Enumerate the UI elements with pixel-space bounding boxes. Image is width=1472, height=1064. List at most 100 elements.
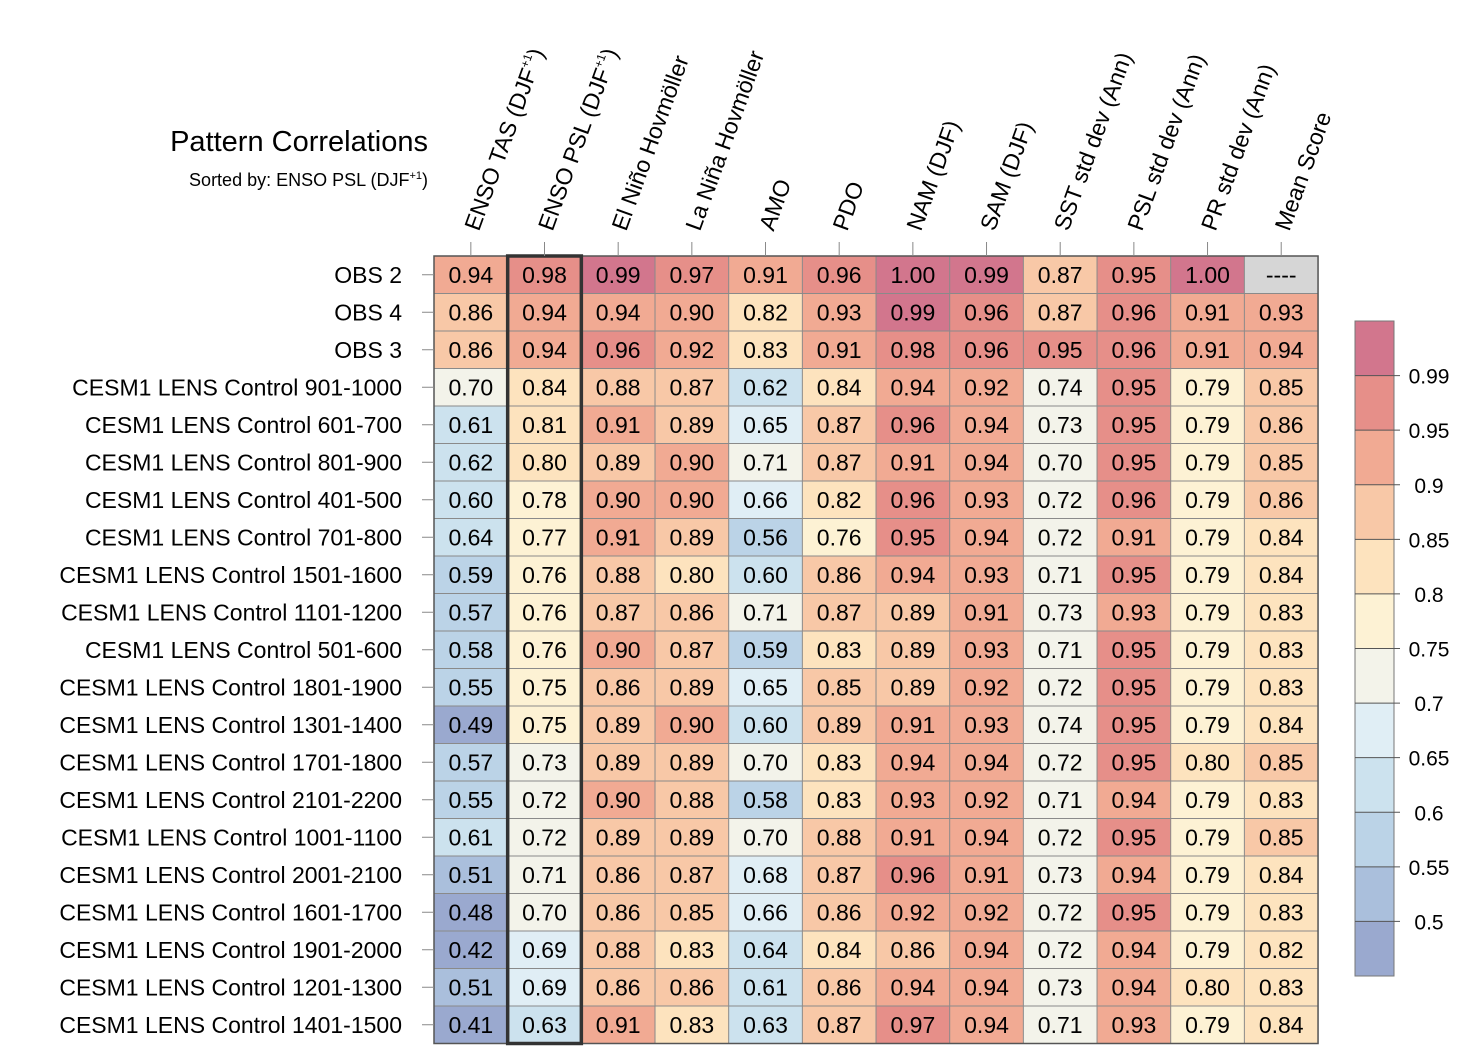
cell-value: 0.72 xyxy=(1038,674,1083,700)
cell-value: 0.65 xyxy=(743,674,788,700)
cell-value: 0.56 xyxy=(743,524,788,550)
cell-value: 0.95 xyxy=(1111,374,1156,400)
heatmap-cell xyxy=(507,931,582,969)
heatmap-cell xyxy=(507,706,582,744)
heatmap-cell xyxy=(1097,818,1172,857)
cell-value: 0.95 xyxy=(1111,899,1156,925)
cell-value: 0.83 xyxy=(817,787,862,813)
heatmap-cell xyxy=(728,256,803,294)
cell-value: 0.86 xyxy=(596,899,641,925)
cell-value: 0.79 xyxy=(1185,899,1230,925)
cell-value: 0.84 xyxy=(1259,1012,1304,1038)
heatmap-cell xyxy=(507,368,582,407)
cell-value: 0.90 xyxy=(669,449,714,475)
cell-value: 0.94 xyxy=(890,374,935,400)
cell-value: 0.83 xyxy=(743,337,788,363)
cell-value: 0.97 xyxy=(669,262,714,288)
cell-value: 0.82 xyxy=(743,299,788,325)
heatmap-cell xyxy=(434,443,509,482)
cell-value: 0.51 xyxy=(448,862,493,888)
heatmap-cell xyxy=(1170,406,1245,444)
cell-value: 0.94 xyxy=(964,937,1009,963)
heatmap-cell xyxy=(949,256,1024,294)
cell-value: 0.83 xyxy=(669,1012,714,1038)
heatmap-cell xyxy=(728,706,803,744)
heatmap-cell xyxy=(876,781,951,819)
cell-value: 0.95 xyxy=(1111,749,1156,775)
heatmap-cell xyxy=(728,443,803,482)
heatmap-cell xyxy=(1244,743,1319,782)
heatmap-cell xyxy=(1170,593,1245,632)
cell-value: 0.87 xyxy=(669,637,714,663)
cell-value: 0.79 xyxy=(1185,412,1230,438)
heatmap-cell xyxy=(434,931,509,969)
heatmap-cell xyxy=(507,593,582,632)
heatmap-cell xyxy=(507,818,582,857)
cell-value: 0.96 xyxy=(817,262,862,288)
cell-value: 0.94 xyxy=(1259,337,1304,363)
heatmap-cell xyxy=(1023,481,1098,519)
heatmap-cell xyxy=(655,818,730,857)
chart-subtitle: Sorted by: ENSO PSL (DJF+1) xyxy=(189,170,428,191)
cell-value: 0.99 xyxy=(596,262,641,288)
heatmap-cell xyxy=(507,518,582,557)
cell-value: 0.84 xyxy=(1259,862,1304,888)
column-label: Mean Score xyxy=(1269,108,1336,233)
heatmap-cell xyxy=(1097,556,1172,594)
heatmap-cell xyxy=(1097,331,1172,369)
heatmap-cell xyxy=(655,743,730,782)
cell-value: 0.90 xyxy=(596,787,641,813)
heatmap-cell xyxy=(728,668,803,707)
heatmap-cell xyxy=(1097,631,1172,669)
heatmap-cell xyxy=(655,668,730,707)
heatmap-cell xyxy=(1244,856,1319,894)
cell-value: 0.91 xyxy=(964,862,1009,888)
heatmap-cell xyxy=(876,368,951,407)
cell-value: 0.64 xyxy=(448,524,493,550)
cell-value: 0.89 xyxy=(596,712,641,738)
heatmap-cell xyxy=(802,331,877,369)
cell-value: 0.88 xyxy=(596,562,641,588)
cell-value: 0.89 xyxy=(596,449,641,475)
heatmap-cell xyxy=(507,893,582,932)
heatmap-cell xyxy=(1023,293,1098,332)
cell-value: 0.96 xyxy=(1111,337,1156,363)
cell-value: 0.89 xyxy=(669,824,714,850)
heatmap-cell xyxy=(507,668,582,707)
cell-value: 0.73 xyxy=(1038,862,1083,888)
cell-value: 0.89 xyxy=(669,749,714,775)
cell-value: 0.94 xyxy=(964,449,1009,475)
cell-value: 0.91 xyxy=(596,524,641,550)
colorbar-swatch xyxy=(1355,484,1394,540)
heatmap-cell xyxy=(949,556,1024,594)
heatmap-cell xyxy=(655,893,730,932)
cell-value: 0.79 xyxy=(1185,712,1230,738)
heatmap-cell xyxy=(1170,856,1245,894)
heatmap-cell xyxy=(1170,368,1245,407)
heatmap-cell xyxy=(1244,293,1319,332)
heatmap-cell xyxy=(655,856,730,894)
heatmap-cell xyxy=(802,1006,877,1044)
heatmap-cell xyxy=(581,593,656,632)
heatmap-cell xyxy=(581,443,656,482)
heatmap-cell xyxy=(1023,706,1098,744)
heatmap-cell xyxy=(728,406,803,444)
heatmap-cell xyxy=(434,331,509,369)
heatmap-cell xyxy=(1244,481,1319,519)
row-label: OBS 4 xyxy=(334,299,402,325)
heatmap-cell xyxy=(581,1006,656,1044)
cell-value: 0.95 xyxy=(1111,824,1156,850)
heatmap-cell xyxy=(1097,968,1172,1007)
heatmap-cell xyxy=(655,968,730,1007)
heatmap-cell xyxy=(1170,631,1245,669)
row-label: CESM1 LENS Control 1301-1400 xyxy=(59,712,402,738)
cell-value: 0.89 xyxy=(817,712,862,738)
cell-value: 0.85 xyxy=(669,899,714,925)
cell-value: 0.69 xyxy=(522,974,567,1000)
cell-value: 0.86 xyxy=(1259,487,1304,513)
heatmap-cell xyxy=(1244,893,1319,932)
cell-value: 0.83 xyxy=(1259,599,1304,625)
heatmap-cell xyxy=(728,931,803,969)
cell-value: 0.41 xyxy=(448,1012,493,1038)
heatmap-cell xyxy=(1023,931,1098,969)
